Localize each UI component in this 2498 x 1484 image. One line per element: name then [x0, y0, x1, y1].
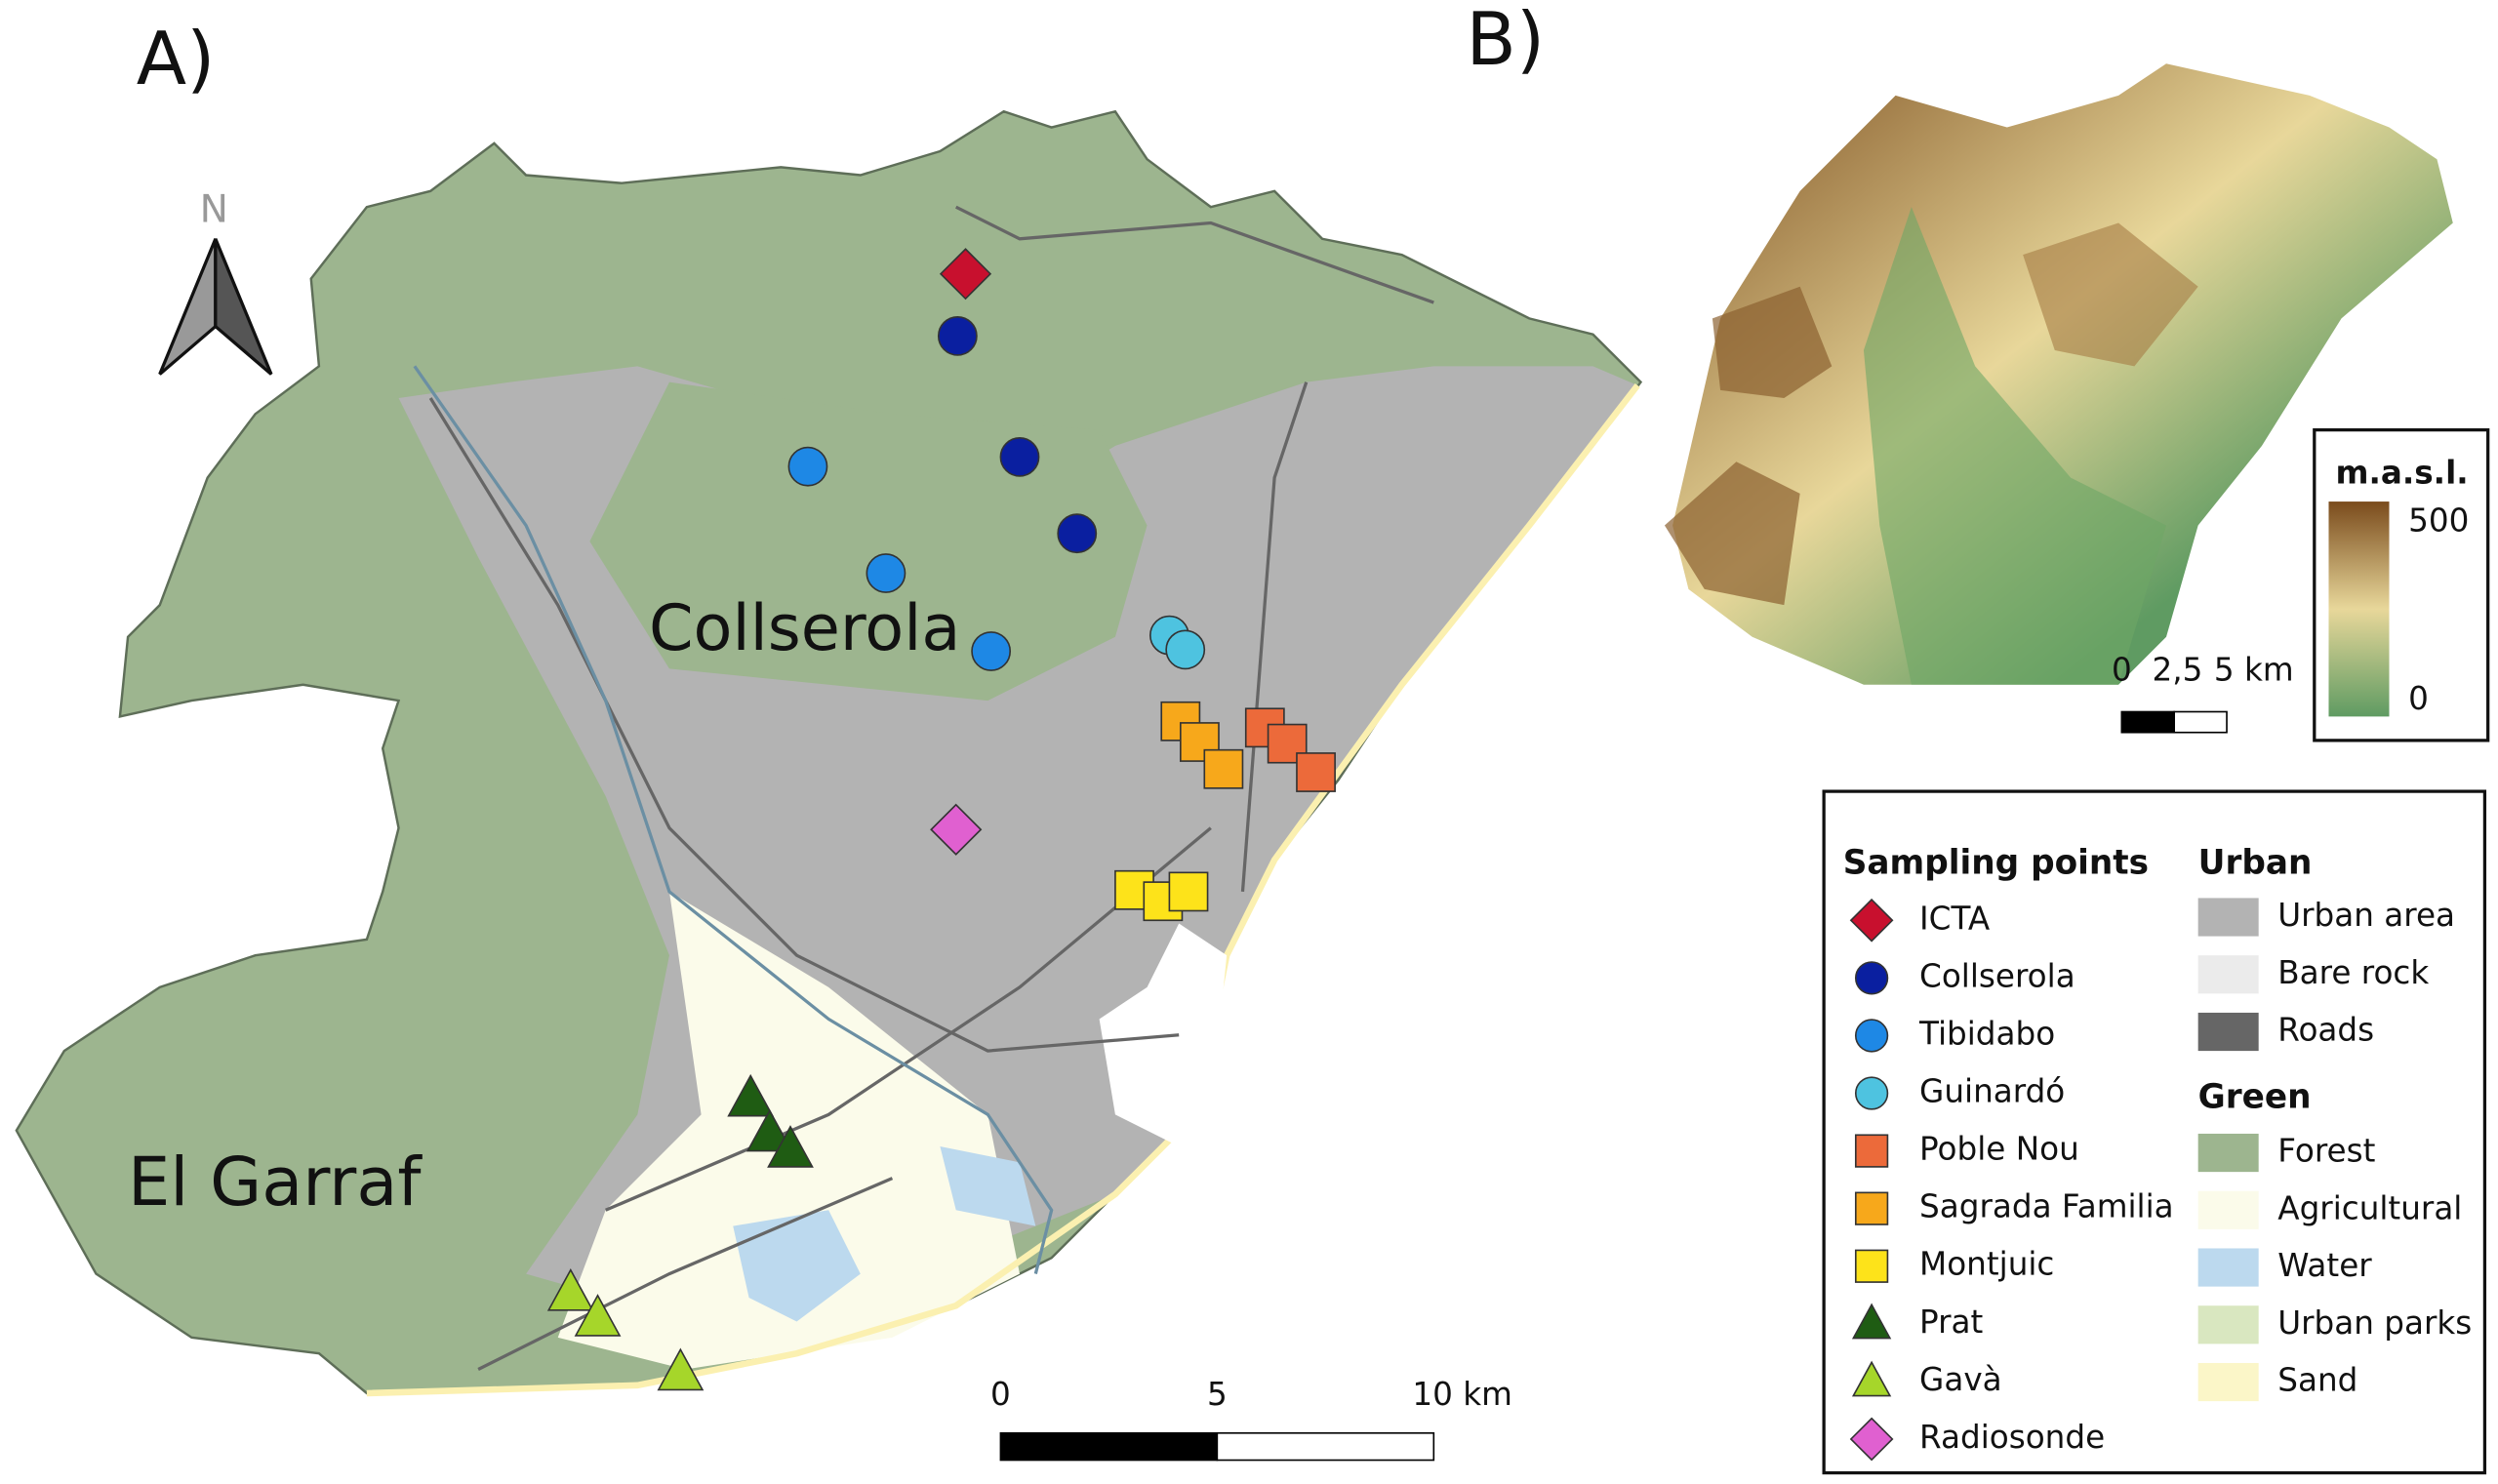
legend-label: Gavà	[1919, 1361, 2002, 1398]
legend-label: Sagrada Familia	[1919, 1188, 2174, 1225]
place-label: El Garraf	[128, 1143, 423, 1222]
legend-box	[1822, 789, 2487, 1475]
sampling-point	[866, 553, 907, 593]
scale-bar: 0 5 10 km	[990, 1376, 1512, 1462]
sampling-point	[999, 436, 1040, 477]
sampling-point	[546, 1267, 594, 1311]
north-label: N	[200, 188, 228, 232]
scale-segment	[999, 1431, 1219, 1462]
terrain	[1672, 63, 2453, 685]
legend-label: Collserola	[1919, 957, 2075, 994]
legend-swatch	[2197, 1012, 2259, 1052]
roads	[428, 205, 1434, 1371]
legend-title: m.a.s.l.	[2335, 454, 2468, 491]
legend-label: Roads	[2277, 1012, 2374, 1049]
sampling-point	[1165, 629, 1206, 670]
sampling-point	[574, 1294, 622, 1337]
legend-swatch	[2197, 898, 2259, 937]
scale-label: 5	[1207, 1376, 1228, 1413]
legend-label: Montjuic	[1919, 1246, 2054, 1283]
sampling-point	[937, 315, 978, 356]
panel-label: A)	[137, 16, 216, 101]
legend-swatch	[2197, 1305, 2259, 1344]
sampling-point	[767, 1125, 814, 1168]
legend-symbol	[1854, 1076, 1889, 1110]
sampling-point	[930, 803, 983, 856]
sampling-markers	[546, 248, 1336, 1391]
legend-heading: Green	[2198, 1078, 2312, 1117]
legend-swatch	[2197, 1248, 2259, 1287]
north-arrow-right	[214, 238, 273, 376]
legend-label: Poble Nou	[1919, 1131, 2079, 1168]
scale-segment	[2120, 710, 2175, 734]
region-water	[940, 1146, 1036, 1226]
legend-symbol	[1849, 1417, 1894, 1462]
scale-label: 10 km	[1412, 1376, 1512, 1413]
sampling-point	[1203, 748, 1244, 789]
legend-label: Urban area	[2277, 897, 2455, 934]
legend-symbol	[1854, 961, 1889, 995]
legend-heading: Sampling points	[1843, 844, 2149, 883]
sampling-point	[939, 248, 992, 301]
terrain-high	[1712, 286, 1833, 398]
river	[413, 365, 1054, 1274]
sampling-point	[1057, 513, 1098, 554]
legend-label: Urban parks	[2277, 1304, 2472, 1342]
legend: Sampling points Urban Green ICTA Collsero…	[1822, 789, 2487, 1475]
sampling-point	[727, 1073, 775, 1117]
terrain-high	[1664, 461, 1800, 606]
sampling-point	[1168, 871, 1209, 912]
sampling-point	[971, 631, 1012, 671]
legend-swatch	[2197, 955, 2259, 994]
place-label: Collserola	[649, 591, 960, 665]
scale-segment	[1216, 1431, 1435, 1462]
legend-swatch	[2197, 1190, 2259, 1229]
sampling-point	[1296, 752, 1336, 792]
scale-label: 2,5	[2152, 652, 2202, 689]
legend-label: Bare rock	[2277, 954, 2429, 991]
region-water	[733, 1210, 861, 1322]
legend-label: Agricultural	[2277, 1189, 2462, 1226]
colorbar-label: 500	[2408, 501, 2469, 539]
terrain-high	[2023, 222, 2198, 367]
legend-label: ICTA	[1919, 900, 1991, 937]
legend-symbol	[1854, 1134, 1889, 1168]
legend-swatch	[2197, 1362, 2259, 1402]
sampling-point	[787, 446, 828, 487]
legend-label: Sand	[2277, 1362, 2357, 1399]
legend-symbol	[1854, 1249, 1889, 1283]
legend-label: Forest	[2277, 1133, 2375, 1170]
north-arrow: N	[158, 188, 273, 376]
elevation-legend: m.a.s.l. 500 0	[2313, 428, 2490, 742]
colorbar	[2328, 501, 2390, 717]
legend-symbol	[1851, 1303, 1892, 1340]
panel-label: B)	[1466, 0, 1545, 82]
scale-label: 5 km	[2214, 652, 2294, 689]
scale-segment	[2173, 710, 2228, 734]
scale-label: 0	[990, 1376, 1011, 1413]
legend-heading: Urban	[2198, 844, 2313, 883]
legend-symbol	[1851, 1360, 1892, 1397]
scale-label: 0	[2112, 652, 2132, 689]
colorbar-label: 0	[2408, 680, 2429, 717]
legend-label: Prat	[1919, 1304, 1984, 1341]
inset-scale: 0 2,5 5 km	[2112, 652, 2294, 734]
legend-swatch	[2197, 1133, 2259, 1173]
legend-label: Radiosonde	[1919, 1419, 2105, 1456]
legend-symbol	[1854, 1019, 1889, 1053]
legend-label: Guinardó	[1919, 1073, 2065, 1110]
terrain-valley	[1863, 207, 2167, 685]
legend-label: Water	[2277, 1247, 2372, 1284]
legend-label: Tibidabo	[1918, 1015, 2055, 1052]
sampling-point	[657, 1347, 705, 1391]
legend-symbol	[1849, 898, 1894, 943]
map-b	[1664, 63, 2453, 685]
legend-symbol	[1854, 1191, 1889, 1225]
sampling-point	[745, 1108, 793, 1152]
north-arrow-left	[158, 238, 218, 376]
